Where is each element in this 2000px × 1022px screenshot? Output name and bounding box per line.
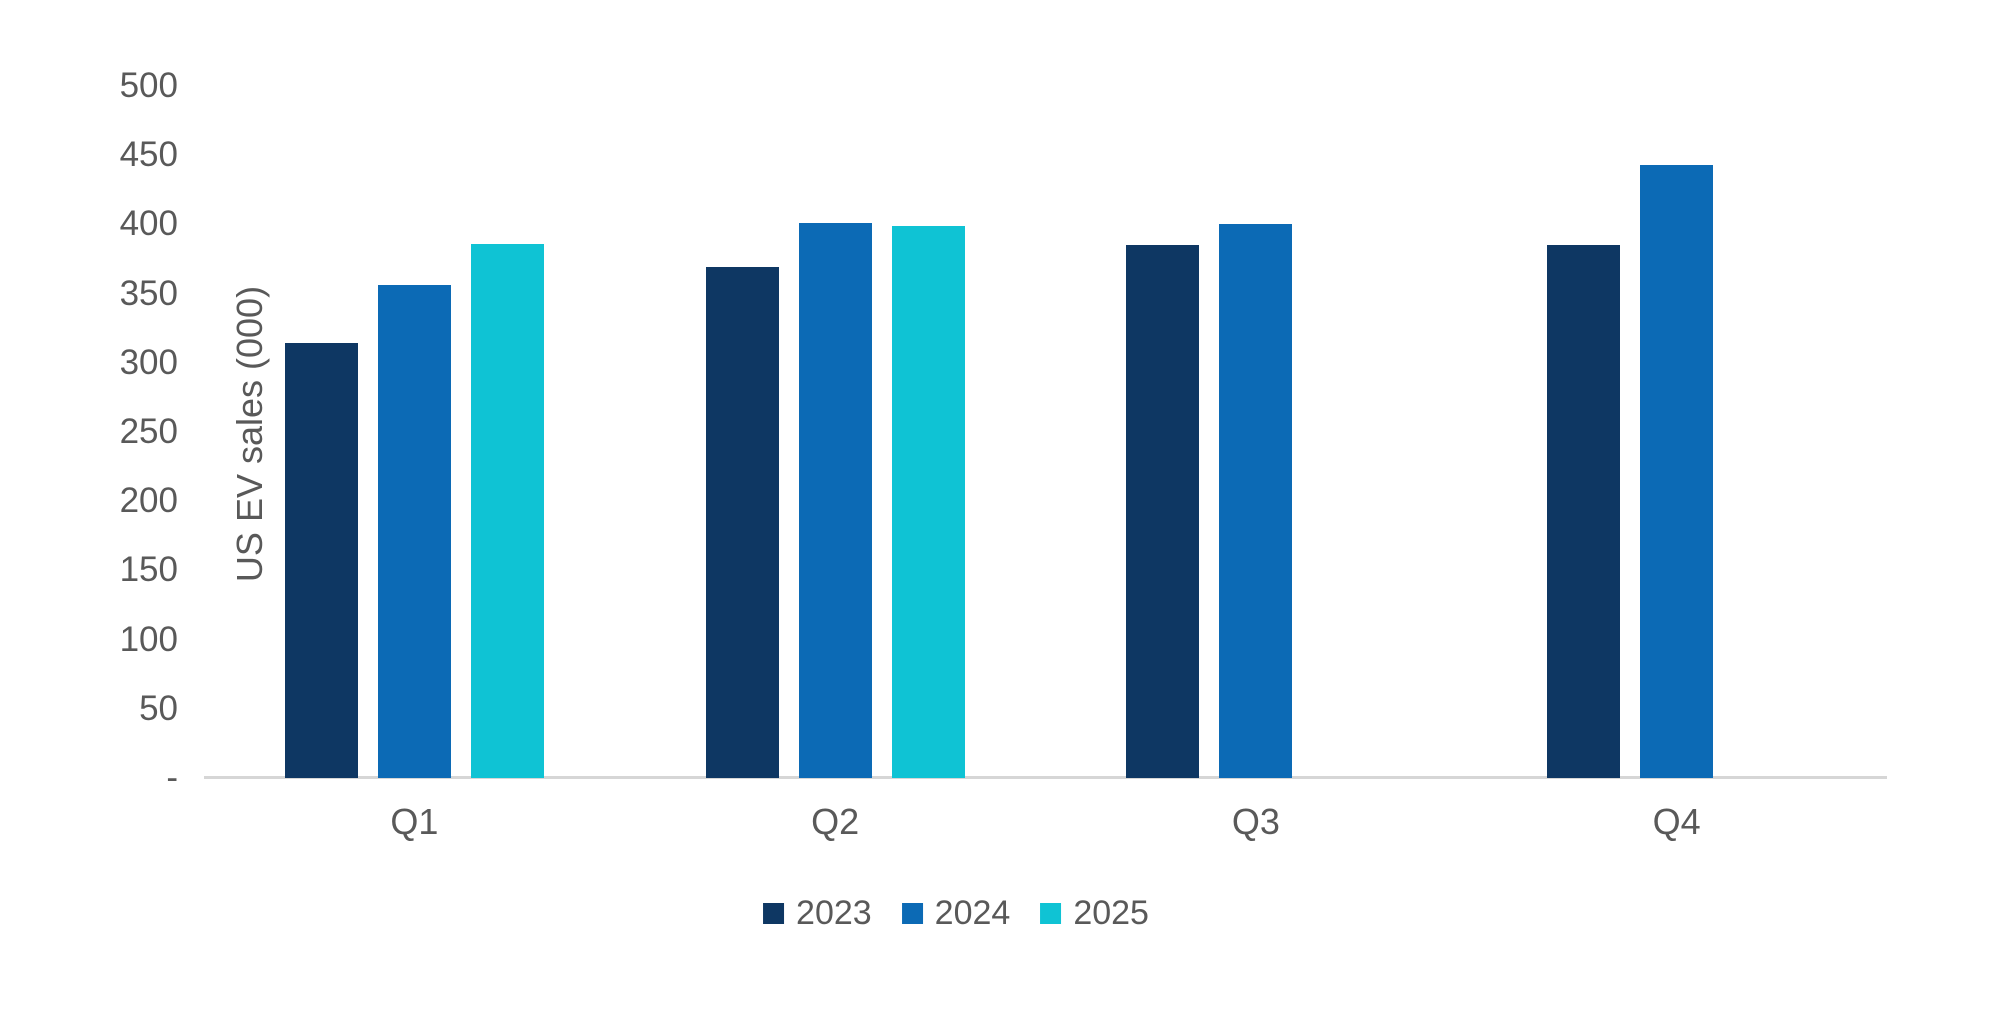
bar-2023-q2 xyxy=(705,267,779,778)
x-axis-label-q1: Q1 xyxy=(390,801,439,842)
bar-2025-q2 xyxy=(891,225,965,778)
legend-item-2025: 2025 xyxy=(1040,893,1149,933)
y-tick-label: 100 xyxy=(119,619,178,659)
bar-2024-q1 xyxy=(377,285,451,778)
y-tick-label: 50 xyxy=(139,688,178,728)
legend-swatch-icon xyxy=(763,902,785,924)
y-tick-label: 350 xyxy=(119,273,178,313)
x-axis-line xyxy=(204,776,1887,779)
y-tick-label: 500 xyxy=(119,66,178,105)
bar-2023-q3 xyxy=(1126,245,1200,778)
x-axis-label-q2: Q2 xyxy=(811,801,860,842)
x-axis-label-q4: Q4 xyxy=(1652,801,1701,842)
legend-label: 2025 xyxy=(1073,894,1149,932)
legend-item-2024: 2024 xyxy=(901,893,1011,933)
bar-2023-q4 xyxy=(1547,245,1621,778)
bar-2023-q1 xyxy=(284,343,358,778)
y-tick-label: 250 xyxy=(119,412,178,451)
y-tick-label: 300 xyxy=(119,342,178,382)
x-axis-label-q3: Q3 xyxy=(1231,801,1280,842)
bar-2025-q1 xyxy=(470,243,544,778)
legend-swatch-icon xyxy=(1040,902,1062,924)
y-axis-title: US EV sales (000) xyxy=(229,285,270,583)
y-tick-label: - xyxy=(166,758,178,797)
y-tick-label: 450 xyxy=(119,135,178,175)
bar-2024-q2 xyxy=(798,223,872,778)
y-tick-label: 150 xyxy=(119,550,178,590)
legend-label: 2024 xyxy=(934,894,1011,932)
y-tick-label: 400 xyxy=(119,204,178,244)
legend-item-2023: 2023 xyxy=(763,893,872,933)
y-tick-label: 200 xyxy=(119,481,178,521)
bar-2024-q3 xyxy=(1219,224,1293,778)
legend-swatch-icon xyxy=(901,902,923,924)
legend-label: 2023 xyxy=(796,894,872,932)
bar-2024-q4 xyxy=(1640,164,1714,778)
chart-legend: 2023 2024 2025 xyxy=(763,893,1149,933)
